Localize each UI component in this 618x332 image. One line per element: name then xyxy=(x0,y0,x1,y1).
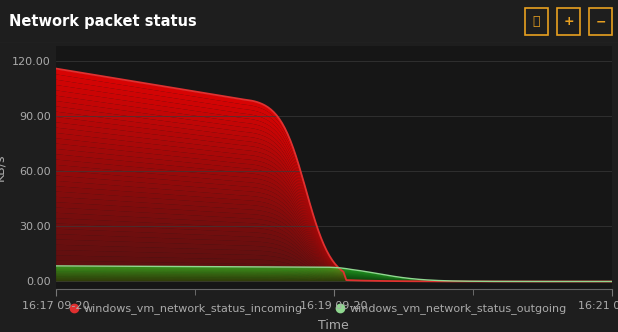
Text: Network packet status: Network packet status xyxy=(9,14,197,29)
Text: ⤢: ⤢ xyxy=(533,15,540,28)
Bar xyxy=(589,8,612,36)
X-axis label: Time: Time xyxy=(318,319,349,332)
Text: windows_vm_network_status_outgoing: windows_vm_network_status_outgoing xyxy=(349,303,567,314)
Y-axis label: KB/s: KB/s xyxy=(0,154,6,181)
Bar xyxy=(557,8,580,36)
Text: −: − xyxy=(596,15,606,28)
Bar xyxy=(525,8,548,36)
Text: windows_vm_network_status_incoming: windows_vm_network_status_incoming xyxy=(83,303,303,314)
Text: +: + xyxy=(563,15,574,28)
